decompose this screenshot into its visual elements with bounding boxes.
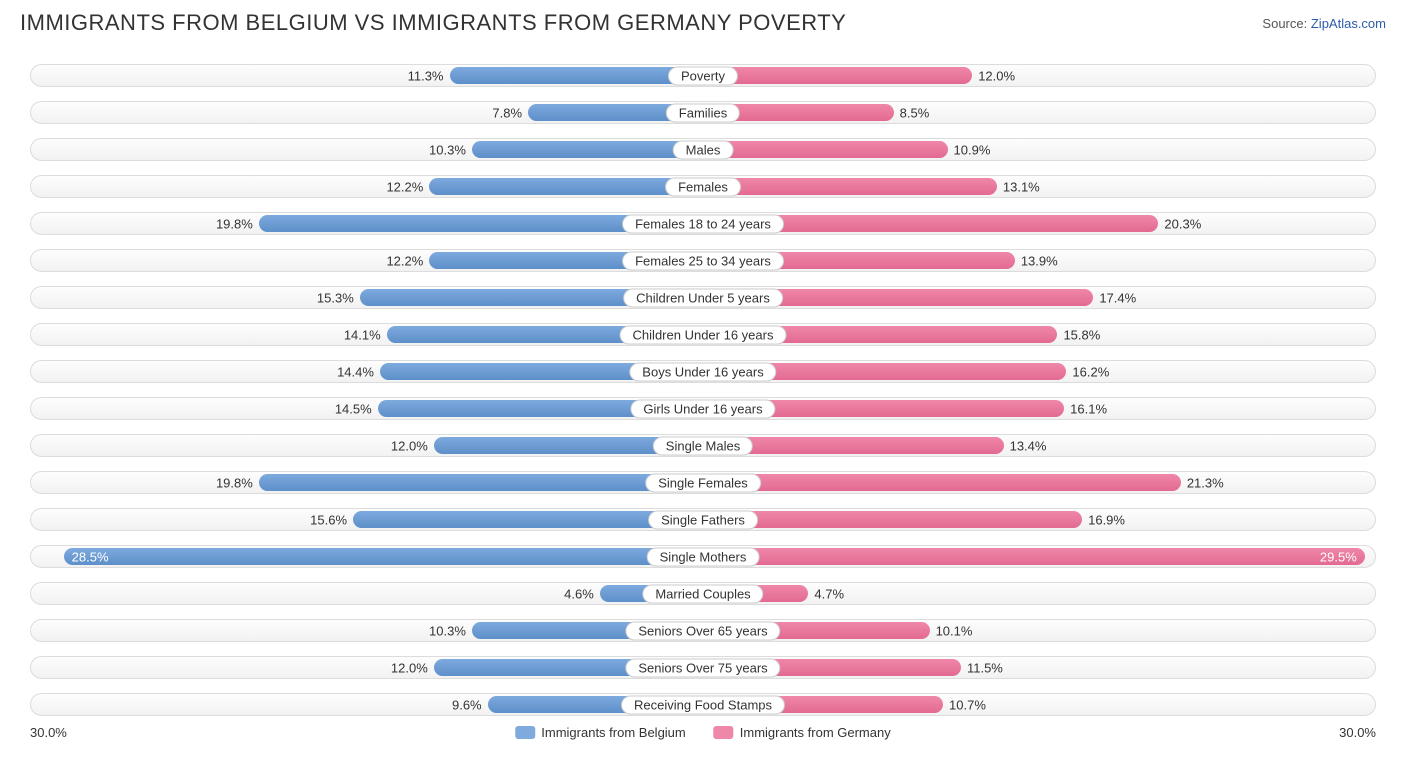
chart-row: 12.0% 13.4% Single Males [20, 429, 1386, 462]
category-label: Single Mothers [647, 547, 760, 566]
bar-belgium [64, 548, 703, 565]
value-belgium: 12.0% [391, 660, 428, 675]
value-belgium: 14.4% [337, 364, 374, 379]
legend-germany: Immigrants from Germany [714, 725, 891, 740]
category-label: Children Under 5 years [623, 288, 783, 307]
value-belgium: 9.6% [452, 697, 482, 712]
chart-row: 12.2% 13.1% Females [20, 170, 1386, 203]
value-germany: 16.2% [1072, 364, 1109, 379]
chart-row: 14.4% 16.2% Boys Under 16 years [20, 355, 1386, 388]
value-belgium: 10.3% [429, 142, 466, 157]
legend-belgium: Immigrants from Belgium [515, 725, 685, 740]
category-label: Receiving Food Stamps [621, 695, 785, 714]
value-belgium: 10.3% [429, 623, 466, 638]
source-label: Source: [1262, 16, 1307, 31]
chart-row: 28.5% 29.5% Single Mothers [20, 540, 1386, 573]
value-belgium: 15.3% [317, 290, 354, 305]
bar-germany [703, 511, 1082, 528]
value-germany: 10.1% [936, 623, 973, 638]
chart-row: 19.8% 21.3% Single Females [20, 466, 1386, 499]
value-germany: 4.7% [814, 586, 844, 601]
chart-row: 9.6% 10.7% Receiving Food Stamps [20, 688, 1386, 721]
chart-area: 11.3%12.0%Poverty7.8%8.5%Families10.3%10… [20, 51, 1386, 777]
chart-header: IMMIGRANTS FROM BELGIUM VS IMMIGRANTS FR… [20, 10, 1386, 36]
category-label: Females 25 to 34 years [622, 251, 784, 270]
category-label: Seniors Over 75 years [625, 658, 780, 677]
value-germany: 15.8% [1063, 327, 1100, 342]
legend-swatch [515, 726, 535, 739]
category-label: Children Under 16 years [620, 325, 787, 344]
category-label: Single Fathers [648, 510, 758, 529]
value-germany: 13.9% [1021, 253, 1058, 268]
chart-row: 10.3% 10.1% Seniors Over 65 years [20, 614, 1386, 647]
bar-belgium [259, 474, 703, 491]
chart-row: 12.2% 13.9% Females 25 to 34 years [20, 244, 1386, 277]
value-belgium: 14.5% [335, 401, 372, 416]
value-belgium: 12.2% [386, 253, 423, 268]
value-germany: 29.5% [1320, 549, 1357, 564]
axis-max-left: 30.0% [30, 725, 67, 740]
value-germany: 10.9% [954, 142, 991, 157]
bar-germany [703, 474, 1181, 491]
chart-row: 14.1% 15.8% Children Under 16 years [20, 318, 1386, 351]
value-germany: 11.5% [967, 660, 1003, 675]
value-belgium: 19.8% [216, 475, 253, 490]
chart-footer: 30.0%30.0%Immigrants from BelgiumImmigra… [20, 725, 1386, 747]
bar-belgium [450, 67, 703, 84]
chart-row: 19.8% 20.3% Females 18 to 24 years [20, 207, 1386, 240]
value-germany: 13.1% [1003, 179, 1040, 194]
value-germany: 13.4% [1010, 438, 1047, 453]
value-germany: 12.0% [978, 68, 1015, 83]
bar-belgium [429, 178, 703, 195]
chart-row: 15.3% 17.4% Children Under 5 years [20, 281, 1386, 314]
chart-row: 7.8% 8.5% Families [20, 96, 1386, 129]
value-germany: 16.1% [1070, 401, 1107, 416]
bar-germany [703, 548, 1365, 565]
category-label: Families [666, 103, 740, 122]
category-label: Boys Under 16 years [629, 362, 776, 381]
value-belgium: 11.3% [408, 68, 444, 83]
value-germany: 20.3% [1164, 216, 1201, 231]
legend-swatch [714, 726, 734, 739]
value-germany: 16.9% [1088, 512, 1125, 527]
bar-germany [703, 67, 972, 84]
category-label: Females [665, 177, 741, 196]
chart-row: 4.6% 4.7% Married Couples [20, 577, 1386, 610]
category-label: Girls Under 16 years [630, 399, 775, 418]
value-germany: 8.5% [900, 105, 930, 120]
value-belgium: 15.6% [310, 512, 347, 527]
value-germany: 21.3% [1187, 475, 1224, 490]
category-label: Seniors Over 65 years [625, 621, 780, 640]
chart-row: 10.3% 10.9% Males [20, 133, 1386, 166]
legend-label: Immigrants from Belgium [541, 725, 685, 740]
value-belgium: 12.2% [386, 179, 423, 194]
axis-max-right: 30.0% [1339, 725, 1376, 740]
chart-row: 12.0% 11.5% Seniors Over 75 years [20, 651, 1386, 684]
chart-row: 15.6% 16.9% Single Fathers [20, 503, 1386, 536]
source-link[interactable]: ZipAtlas.com [1311, 16, 1386, 31]
chart-title: IMMIGRANTS FROM BELGIUM VS IMMIGRANTS FR… [20, 10, 846, 36]
category-label: Single Males [653, 436, 753, 455]
bar-belgium [472, 141, 703, 158]
chart-row: 11.3% 12.0% Poverty [20, 59, 1386, 92]
value-belgium: 7.8% [492, 105, 522, 120]
chart-row: 14.5% 16.1% Girls Under 16 years [20, 392, 1386, 425]
value-germany: 10.7% [949, 697, 986, 712]
source-attribution: Source: ZipAtlas.com [1262, 16, 1386, 31]
category-label: Single Females [645, 473, 761, 492]
category-label: Females 18 to 24 years [622, 214, 784, 233]
value-germany: 17.4% [1099, 290, 1136, 305]
value-belgium: 12.0% [391, 438, 428, 453]
legend-label: Immigrants from Germany [740, 725, 891, 740]
value-belgium: 19.8% [216, 216, 253, 231]
value-belgium: 4.6% [564, 586, 594, 601]
category-label: Males [673, 140, 734, 159]
bar-germany [703, 141, 948, 158]
value-belgium: 14.1% [344, 327, 381, 342]
bar-germany [703, 178, 997, 195]
value-belgium: 28.5% [72, 549, 109, 564]
category-label: Poverty [668, 66, 738, 85]
category-label: Married Couples [642, 584, 763, 603]
legend: Immigrants from Belgium Immigrants from G… [515, 725, 890, 740]
